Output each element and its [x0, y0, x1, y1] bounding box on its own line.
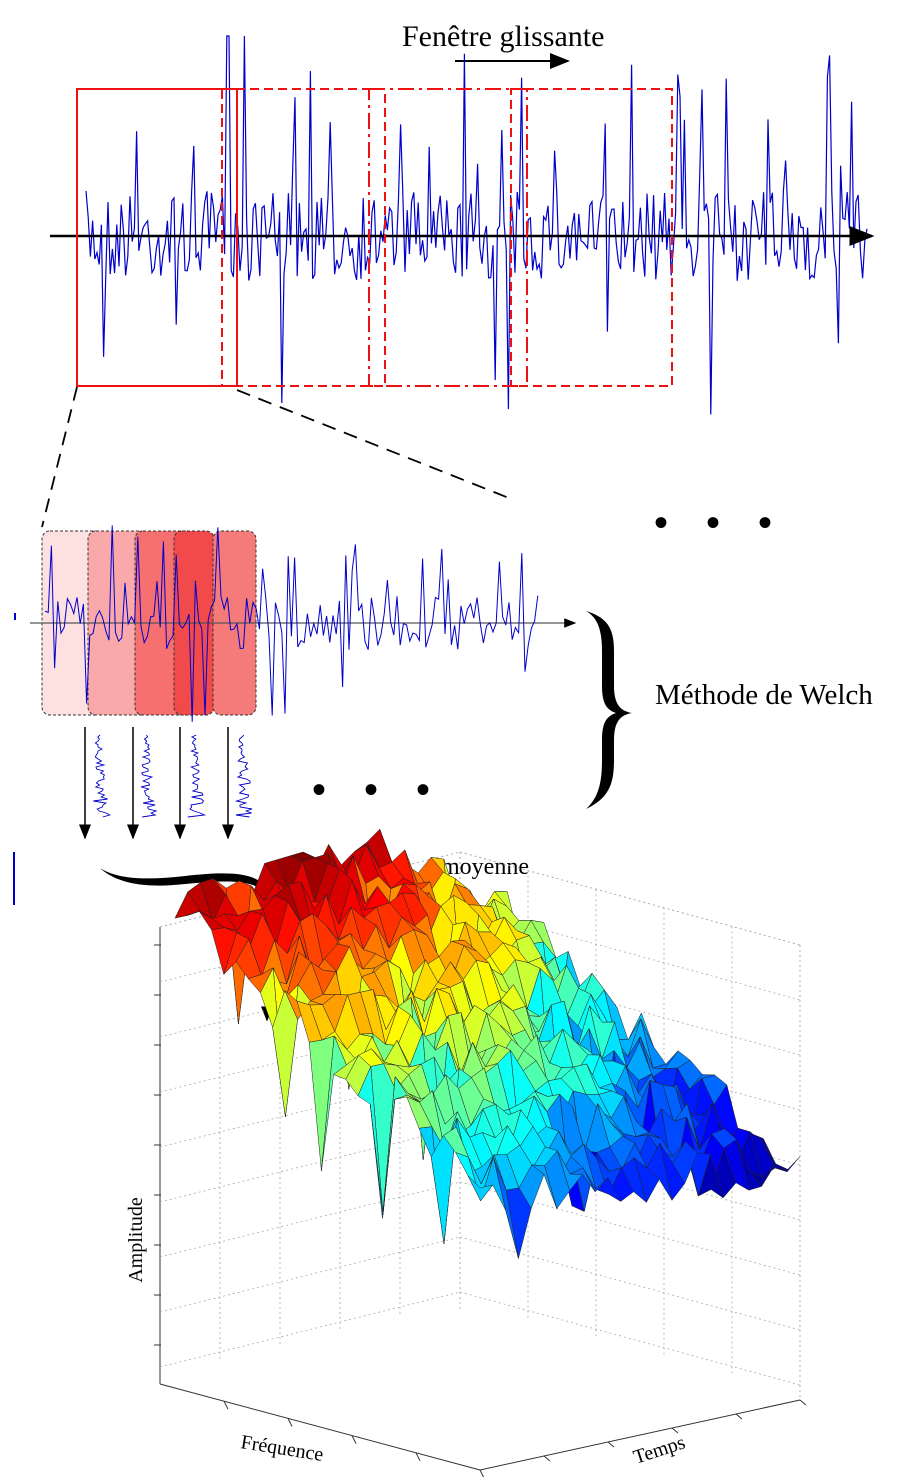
- ellipsis-top: • • •: [654, 500, 786, 545]
- average-label: moyenne: [441, 854, 529, 880]
- top-section: Fenêtre glissante: [50, 20, 872, 415]
- spectrum-1: [93, 735, 109, 817]
- zoom-line-left: [42, 387, 77, 527]
- ellipsis-middle: • • •: [312, 767, 444, 812]
- sliding-window-label: Fenêtre glissante: [402, 20, 604, 53]
- welch-method-label: Méthode de Welch: [655, 679, 873, 711]
- spectrogram-3d: Amplitude Fréquence Temps: [125, 829, 806, 1477]
- amplitude-axis-label: Amplitude: [125, 1197, 147, 1283]
- top-signal-waveform: [86, 36, 867, 415]
- window-4-dashed: [511, 89, 672, 386]
- welch-brace: [586, 611, 632, 809]
- spectrum-3: [188, 735, 205, 817]
- time-axis-label: Temps: [631, 1431, 688, 1468]
- zoom-line-right: [237, 390, 514, 500]
- spectrum-2: [141, 735, 156, 817]
- spectrum-4: [236, 735, 252, 817]
- frequency-axis-label: Fréquence: [239, 1431, 325, 1466]
